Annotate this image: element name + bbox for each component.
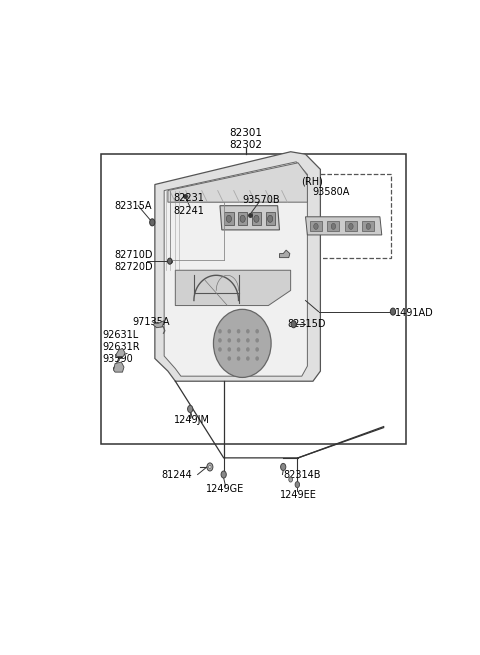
Bar — [296, 174, 391, 257]
Text: 82710D
82720D: 82710D 82720D — [114, 250, 153, 272]
Bar — [310, 221, 322, 231]
Circle shape — [331, 223, 336, 229]
Circle shape — [219, 339, 221, 342]
Circle shape — [247, 339, 249, 342]
Circle shape — [238, 339, 240, 342]
Text: 92631L
92631R
93590: 92631L 92631R 93590 — [103, 329, 141, 364]
Polygon shape — [220, 206, 279, 230]
Text: 82314B: 82314B — [283, 470, 321, 479]
Circle shape — [390, 308, 396, 315]
Circle shape — [209, 466, 211, 468]
Ellipse shape — [214, 309, 271, 377]
Polygon shape — [168, 163, 307, 202]
Circle shape — [314, 223, 318, 229]
Polygon shape — [114, 362, 124, 372]
Circle shape — [228, 329, 230, 333]
Circle shape — [247, 357, 249, 360]
Circle shape — [247, 329, 249, 333]
Circle shape — [295, 481, 300, 487]
Circle shape — [247, 348, 249, 351]
Bar — [252, 212, 261, 225]
Text: 1249JM: 1249JM — [174, 415, 210, 425]
Circle shape — [366, 223, 371, 229]
Text: 93570B: 93570B — [242, 195, 280, 204]
Text: (RH): (RH) — [301, 176, 323, 187]
Circle shape — [348, 223, 353, 229]
Circle shape — [219, 348, 221, 351]
Circle shape — [207, 463, 213, 471]
Circle shape — [281, 464, 286, 470]
Polygon shape — [153, 321, 164, 328]
Circle shape — [228, 357, 230, 360]
Circle shape — [289, 477, 292, 482]
Circle shape — [150, 219, 155, 226]
Bar — [101, 155, 406, 444]
Bar — [327, 221, 339, 231]
Circle shape — [256, 329, 258, 333]
Circle shape — [240, 215, 245, 222]
Circle shape — [256, 348, 258, 351]
Polygon shape — [305, 217, 382, 235]
Polygon shape — [164, 162, 307, 376]
Bar — [345, 221, 357, 231]
Circle shape — [238, 348, 240, 351]
Bar — [238, 212, 248, 225]
Text: 1491AD: 1491AD — [395, 308, 433, 318]
Bar — [266, 212, 275, 225]
Circle shape — [228, 348, 230, 351]
Circle shape — [291, 321, 296, 328]
Circle shape — [219, 329, 221, 333]
Text: 82231
82241: 82231 82241 — [173, 193, 204, 216]
Text: 1249EE: 1249EE — [280, 490, 316, 500]
Polygon shape — [116, 348, 125, 356]
Circle shape — [238, 357, 240, 360]
Text: 1249GE: 1249GE — [206, 484, 245, 494]
Circle shape — [226, 215, 231, 222]
Circle shape — [256, 339, 258, 342]
Circle shape — [254, 215, 259, 222]
Bar — [362, 221, 374, 231]
Polygon shape — [175, 271, 290, 305]
Text: 82315D: 82315D — [287, 319, 325, 329]
Circle shape — [238, 329, 240, 333]
Circle shape — [188, 405, 193, 413]
Circle shape — [267, 215, 273, 222]
Polygon shape — [279, 250, 290, 257]
Text: 81244: 81244 — [161, 470, 192, 479]
Text: 82315A: 82315A — [114, 200, 152, 211]
Circle shape — [221, 471, 226, 478]
Text: 82301
82302: 82301 82302 — [229, 128, 263, 150]
Circle shape — [168, 258, 172, 264]
Text: 93580A: 93580A — [312, 187, 349, 197]
Circle shape — [256, 357, 258, 360]
Circle shape — [228, 339, 230, 342]
Bar — [225, 212, 234, 225]
Text: 97135A: 97135A — [132, 317, 170, 327]
Polygon shape — [155, 152, 321, 381]
